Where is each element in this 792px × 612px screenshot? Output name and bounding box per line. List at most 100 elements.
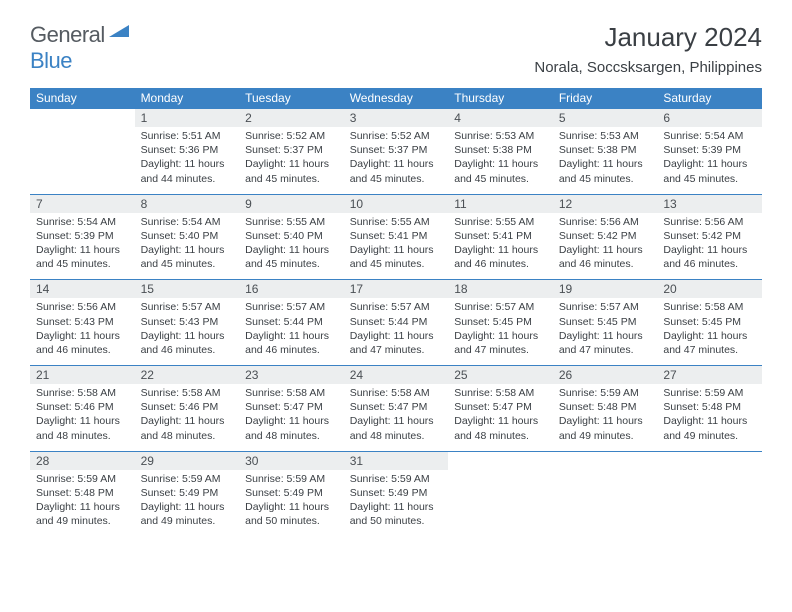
- day-data: Sunrise: 5:54 AMSunset: 5:39 PMDaylight:…: [657, 127, 762, 194]
- daylight-text: Daylight: 11 hours and 47 minutes.: [663, 329, 756, 357]
- sunrise-text: Sunrise: 5:55 AM: [350, 215, 443, 229]
- calendar-week: 14Sunrise: 5:56 AMSunset: 5:43 PMDayligh…: [30, 279, 762, 365]
- weekday-header: Sunday: [30, 88, 135, 108]
- sunrise-text: Sunrise: 5:57 AM: [350, 300, 443, 314]
- calendar-head: SundayMondayTuesdayWednesdayThursdayFrid…: [30, 88, 762, 108]
- calendar-cell: 16Sunrise: 5:57 AMSunset: 5:44 PMDayligh…: [239, 279, 344, 365]
- day-data: Sunrise: 5:57 AMSunset: 5:43 PMDaylight:…: [135, 298, 240, 365]
- sunset-text: Sunset: 5:38 PM: [454, 143, 547, 157]
- header: General January 2024 Norala, Soccsksarge…: [0, 0, 792, 82]
- sunset-text: Sunset: 5:41 PM: [454, 229, 547, 243]
- daylight-text: Daylight: 11 hours and 46 minutes.: [141, 329, 234, 357]
- daylight-text: Daylight: 11 hours and 46 minutes.: [36, 329, 129, 357]
- sunset-text: Sunset: 5:48 PM: [559, 400, 652, 414]
- sunset-text: Sunset: 5:37 PM: [350, 143, 443, 157]
- sunset-text: Sunset: 5:48 PM: [36, 486, 129, 500]
- calendar-cell: 6Sunrise: 5:54 AMSunset: 5:39 PMDaylight…: [657, 108, 762, 194]
- day-data: Sunrise: 5:56 AMSunset: 5:42 PMDaylight:…: [553, 213, 658, 280]
- sunset-text: Sunset: 5:48 PM: [663, 400, 756, 414]
- daylight-text: Daylight: 11 hours and 46 minutes.: [663, 243, 756, 271]
- sunset-text: Sunset: 5:49 PM: [245, 486, 338, 500]
- calendar-cell: 7Sunrise: 5:54 AMSunset: 5:39 PMDaylight…: [30, 194, 135, 280]
- sunrise-text: Sunrise: 5:51 AM: [141, 129, 234, 143]
- day-number: 1: [135, 109, 240, 127]
- day-number: 9: [239, 195, 344, 213]
- logo-blue-row: Blue: [30, 48, 72, 74]
- day-data: Sunrise: 5:54 AMSunset: 5:39 PMDaylight:…: [30, 213, 135, 280]
- day-number: 10: [344, 195, 449, 213]
- day-number: 20: [657, 280, 762, 298]
- day-number: 31: [344, 452, 449, 470]
- calendar-cell: [448, 451, 553, 537]
- calendar-cell: 2Sunrise: 5:52 AMSunset: 5:37 PMDaylight…: [239, 108, 344, 194]
- day-data: Sunrise: 5:55 AMSunset: 5:41 PMDaylight:…: [344, 213, 449, 280]
- calendar-cell: 15Sunrise: 5:57 AMSunset: 5:43 PMDayligh…: [135, 279, 240, 365]
- sunrise-text: Sunrise: 5:57 AM: [141, 300, 234, 314]
- calendar-week: 1Sunrise: 5:51 AMSunset: 5:36 PMDaylight…: [30, 108, 762, 194]
- daylight-text: Daylight: 11 hours and 47 minutes.: [454, 329, 547, 357]
- sunset-text: Sunset: 5:36 PM: [141, 143, 234, 157]
- sunset-text: Sunset: 5:45 PM: [663, 315, 756, 329]
- sunrise-text: Sunrise: 5:56 AM: [36, 300, 129, 314]
- daylight-text: Daylight: 11 hours and 47 minutes.: [350, 329, 443, 357]
- sunrise-text: Sunrise: 5:57 AM: [245, 300, 338, 314]
- day-data: Sunrise: 5:58 AMSunset: 5:46 PMDaylight:…: [30, 384, 135, 451]
- sunrise-text: Sunrise: 5:55 AM: [454, 215, 547, 229]
- day-number: 3: [344, 109, 449, 127]
- sunset-text: Sunset: 5:43 PM: [141, 315, 234, 329]
- sunrise-text: Sunrise: 5:55 AM: [245, 215, 338, 229]
- sunrise-text: Sunrise: 5:54 AM: [663, 129, 756, 143]
- sunset-text: Sunset: 5:47 PM: [350, 400, 443, 414]
- sunset-text: Sunset: 5:41 PM: [350, 229, 443, 243]
- weekday-header: Saturday: [657, 88, 762, 108]
- day-number: 13: [657, 195, 762, 213]
- day-data: Sunrise: 5:56 AMSunset: 5:42 PMDaylight:…: [657, 213, 762, 280]
- sunrise-text: Sunrise: 5:58 AM: [663, 300, 756, 314]
- calendar-cell: 13Sunrise: 5:56 AMSunset: 5:42 PMDayligh…: [657, 194, 762, 280]
- sunrise-text: Sunrise: 5:53 AM: [454, 129, 547, 143]
- daylight-text: Daylight: 11 hours and 50 minutes.: [350, 500, 443, 528]
- day-number: 11: [448, 195, 553, 213]
- daylight-text: Daylight: 11 hours and 48 minutes.: [350, 414, 443, 442]
- day-data: Sunrise: 5:55 AMSunset: 5:41 PMDaylight:…: [448, 213, 553, 280]
- calendar-week: 7Sunrise: 5:54 AMSunset: 5:39 PMDaylight…: [30, 194, 762, 280]
- day-number: 27: [657, 366, 762, 384]
- daylight-text: Daylight: 11 hours and 45 minutes.: [36, 243, 129, 271]
- day-number: 17: [344, 280, 449, 298]
- sunrise-text: Sunrise: 5:58 AM: [141, 386, 234, 400]
- sunset-text: Sunset: 5:49 PM: [350, 486, 443, 500]
- calendar-cell: 17Sunrise: 5:57 AMSunset: 5:44 PMDayligh…: [344, 279, 449, 365]
- daylight-text: Daylight: 11 hours and 45 minutes.: [454, 157, 547, 185]
- day-data: Sunrise: 5:57 AMSunset: 5:45 PMDaylight:…: [448, 298, 553, 365]
- daylight-text: Daylight: 11 hours and 46 minutes.: [245, 329, 338, 357]
- location: Norala, Soccsksargen, Philippines: [534, 59, 762, 76]
- daylight-text: Daylight: 11 hours and 48 minutes.: [245, 414, 338, 442]
- day-data: Sunrise: 5:56 AMSunset: 5:43 PMDaylight:…: [30, 298, 135, 365]
- sunset-text: Sunset: 5:44 PM: [245, 315, 338, 329]
- day-data: Sunrise: 5:52 AMSunset: 5:37 PMDaylight:…: [239, 127, 344, 194]
- daylight-text: Daylight: 11 hours and 49 minutes.: [36, 500, 129, 528]
- daylight-text: Daylight: 11 hours and 44 minutes.: [141, 157, 234, 185]
- daylight-text: Daylight: 11 hours and 46 minutes.: [454, 243, 547, 271]
- sunrise-text: Sunrise: 5:58 AM: [245, 386, 338, 400]
- calendar-body: 1Sunrise: 5:51 AMSunset: 5:36 PMDaylight…: [30, 108, 762, 536]
- day-data: Sunrise: 5:59 AMSunset: 5:49 PMDaylight:…: [239, 470, 344, 537]
- daylight-text: Daylight: 11 hours and 48 minutes.: [36, 414, 129, 442]
- day-data: Sunrise: 5:59 AMSunset: 5:48 PMDaylight:…: [657, 384, 762, 451]
- sunrise-text: Sunrise: 5:53 AM: [559, 129, 652, 143]
- calendar-cell: 19Sunrise: 5:57 AMSunset: 5:45 PMDayligh…: [553, 279, 658, 365]
- day-number: 18: [448, 280, 553, 298]
- weekday-header: Monday: [135, 88, 240, 108]
- title-block: January 2024 Norala, Soccsksargen, Phili…: [534, 22, 762, 76]
- day-data: Sunrise: 5:59 AMSunset: 5:48 PMDaylight:…: [30, 470, 135, 537]
- sunrise-text: Sunrise: 5:59 AM: [350, 472, 443, 486]
- daylight-text: Daylight: 11 hours and 48 minutes.: [454, 414, 547, 442]
- day-number: 28: [30, 452, 135, 470]
- sunrise-text: Sunrise: 5:57 AM: [559, 300, 652, 314]
- sunset-text: Sunset: 5:42 PM: [663, 229, 756, 243]
- calendar-cell: 14Sunrise: 5:56 AMSunset: 5:43 PMDayligh…: [30, 279, 135, 365]
- day-data: Sunrise: 5:58 AMSunset: 5:47 PMDaylight:…: [448, 384, 553, 451]
- daylight-text: Daylight: 11 hours and 45 minutes.: [663, 157, 756, 185]
- calendar-cell: 18Sunrise: 5:57 AMSunset: 5:45 PMDayligh…: [448, 279, 553, 365]
- day-data: Sunrise: 5:52 AMSunset: 5:37 PMDaylight:…: [344, 127, 449, 194]
